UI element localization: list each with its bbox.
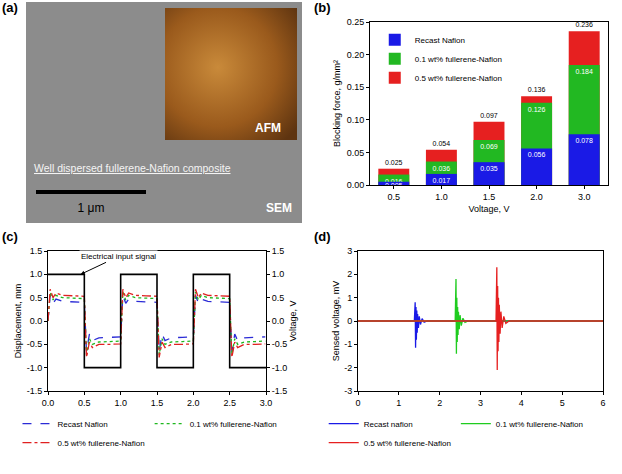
- svg-text:0.078: 0.078: [575, 137, 593, 144]
- svg-text:SEM: SEM: [266, 201, 292, 215]
- svg-text:0.15: 0.15: [347, 82, 365, 92]
- svg-text:-3: -3: [344, 386, 352, 396]
- svg-text:1 μm: 1 μm: [78, 201, 105, 215]
- svg-text:2: 2: [437, 398, 442, 408]
- svg-text:Voltage, V: Voltage, V: [468, 204, 509, 214]
- svg-text:0.5 wt% fullerene-Nafion: 0.5 wt% fullerene-Nafion: [364, 439, 451, 448]
- svg-text:0.097: 0.097: [480, 112, 498, 119]
- svg-text:3.0: 3.0: [578, 192, 591, 202]
- svg-text:Recast Nafion: Recast Nafion: [57, 420, 107, 429]
- svg-text:0.056: 0.056: [528, 151, 546, 158]
- svg-text:0.184: 0.184: [575, 68, 593, 75]
- svg-text:1.0: 1.0: [30, 269, 43, 279]
- svg-text:0.1 wt% fullerene-Nafion: 0.1 wt% fullerene-Nafion: [415, 55, 502, 64]
- svg-text:1.5: 1.5: [151, 398, 164, 408]
- svg-text:1.0: 1.0: [435, 192, 448, 202]
- svg-text:1: 1: [396, 398, 401, 408]
- svg-text:Sensed voltage, mV: Sensed voltage, mV: [331, 281, 341, 362]
- svg-text:1.0: 1.0: [272, 269, 285, 279]
- svg-text:0.5 wt% fullerene-Nafion: 0.5 wt% fullerene-Nafion: [415, 74, 502, 83]
- svg-text:-0.5: -0.5: [27, 339, 43, 349]
- svg-text:3: 3: [347, 246, 352, 256]
- svg-text:-1.0: -1.0: [27, 363, 43, 373]
- svg-text:-2: -2: [344, 363, 352, 373]
- svg-text:0: 0: [347, 316, 352, 326]
- svg-text:0.5: 0.5: [30, 293, 43, 303]
- svg-text:0.017: 0.017: [433, 177, 451, 184]
- svg-text:2.0: 2.0: [530, 192, 543, 202]
- svg-text:0.016: 0.016: [385, 178, 403, 185]
- svg-text:0.236: 0.236: [575, 21, 593, 28]
- svg-text:-1.5: -1.5: [272, 386, 288, 396]
- svg-text:2.0: 2.0: [187, 398, 200, 408]
- svg-text:Displacement, mm: Displacement, mm: [13, 284, 23, 359]
- svg-text:0: 0: [355, 398, 360, 408]
- svg-text:Well dispersed fullerene-Nafio: Well dispersed fullerene-Nafion composit…: [34, 162, 231, 174]
- svg-text:0.5: 0.5: [272, 293, 285, 303]
- html-text:(c): (c): [2, 229, 18, 244]
- html-text:(d): (d): [314, 229, 331, 244]
- svg-text:1.5: 1.5: [30, 246, 43, 256]
- svg-text:0.5: 0.5: [78, 398, 91, 408]
- svg-text:0.5: 0.5: [388, 192, 401, 202]
- svg-text:0.0: 0.0: [272, 316, 285, 326]
- svg-text:-1.5: -1.5: [27, 386, 43, 396]
- svg-text:0.20: 0.20: [347, 50, 365, 60]
- svg-text:0.1 wt% fullerene-Nafion: 0.1 wt% fullerene-Nafion: [190, 420, 277, 429]
- svg-text:Recast nafion: Recast nafion: [364, 420, 413, 429]
- svg-text:0.00: 0.00: [347, 180, 365, 190]
- svg-text:2: 2: [347, 269, 352, 279]
- svg-text:0.0: 0.0: [30, 316, 43, 326]
- svg-text:0.0: 0.0: [42, 398, 55, 408]
- svg-text:0.025: 0.025: [385, 159, 403, 166]
- svg-text:Electrical input signal: Electrical input signal: [81, 252, 156, 261]
- svg-text:1.5: 1.5: [483, 192, 496, 202]
- svg-text:0.035: 0.035: [480, 165, 498, 172]
- svg-text:Voltage, V: Voltage, V: [288, 300, 298, 341]
- svg-text:0.036: 0.036: [433, 165, 451, 172]
- svg-text:3.0: 3.0: [260, 398, 273, 408]
- html-text:(b): (b): [314, 0, 331, 15]
- svg-text:2.5: 2.5: [223, 398, 236, 408]
- svg-text:0.25: 0.25: [347, 17, 365, 27]
- svg-text:1.5: 1.5: [272, 246, 285, 256]
- svg-text:0.05: 0.05: [347, 148, 365, 158]
- svg-text:Recast Nafion: Recast Nafion: [415, 36, 465, 45]
- svg-text:3: 3: [478, 398, 483, 408]
- svg-text:0.069: 0.069: [480, 143, 498, 150]
- svg-text:0.126: 0.126: [528, 106, 546, 113]
- svg-text:1.0: 1.0: [114, 398, 127, 408]
- svg-text:0.1 wt% fullerene-Nafion: 0.1 wt% fullerene-Nafion: [496, 420, 583, 429]
- svg-text:-1.0: -1.0: [272, 363, 288, 373]
- svg-text:5: 5: [560, 398, 565, 408]
- svg-text:-0.5: -0.5: [272, 339, 288, 349]
- svg-text:0.005: 0.005: [385, 182, 403, 189]
- svg-text:0.5 wt% fullerene-Nafion: 0.5 wt% fullerene-Nafion: [57, 439, 144, 448]
- svg-text:0.10: 0.10: [347, 115, 365, 125]
- svg-text:AFM: AFM: [255, 121, 281, 135]
- svg-text:4: 4: [519, 398, 524, 408]
- svg-text:6: 6: [600, 398, 605, 408]
- svg-text:-1: -1: [344, 339, 352, 349]
- svg-text:0.136: 0.136: [528, 86, 546, 93]
- svg-text:Blocking force, g/mm²: Blocking force, g/mm²: [332, 60, 342, 147]
- html-text:(a): (a): [2, 0, 18, 15]
- svg-text:1: 1: [347, 293, 352, 303]
- svg-text:0.054: 0.054: [433, 140, 451, 147]
